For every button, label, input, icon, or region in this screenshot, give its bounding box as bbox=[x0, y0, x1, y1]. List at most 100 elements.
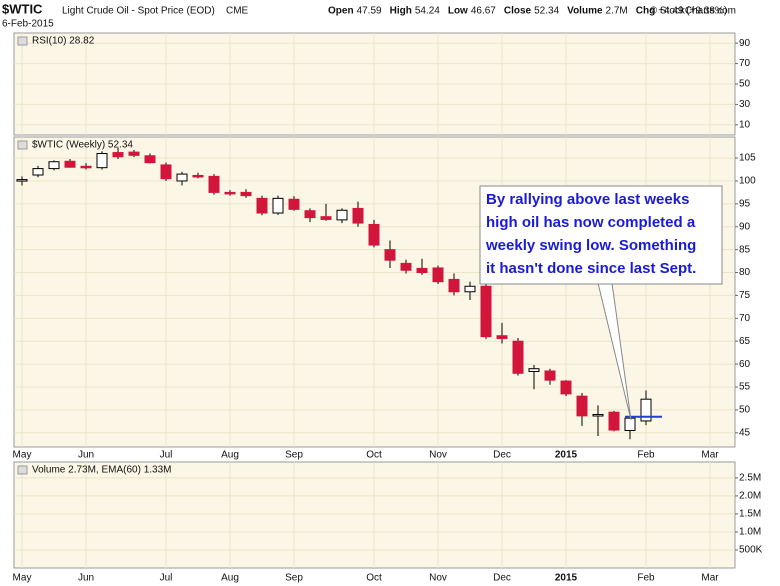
candle-body bbox=[336, 209, 348, 221]
y-tick-label: 2.5M bbox=[739, 473, 761, 484]
x-tick-label: May bbox=[13, 573, 32, 584]
y-tick-label: 500K bbox=[739, 545, 763, 556]
candle-body bbox=[224, 191, 236, 195]
x-tick-label: Mar bbox=[701, 573, 719, 584]
candle-body bbox=[448, 278, 460, 293]
candle-body bbox=[576, 395, 588, 417]
candle-body bbox=[288, 198, 300, 210]
candle-body bbox=[144, 155, 156, 164]
x-tick-label: Sep bbox=[285, 573, 303, 584]
y-tick-label: 105 bbox=[739, 153, 756, 164]
candle-body bbox=[48, 161, 60, 170]
y-tick-label: 10 bbox=[739, 119, 751, 130]
y-tick-label: 65 bbox=[739, 336, 751, 347]
candle-body bbox=[64, 160, 76, 168]
candle-body bbox=[560, 380, 572, 395]
x-tick-label: Dec bbox=[493, 450, 511, 461]
quote-value: +4.49 (+9.38%) bbox=[658, 6, 727, 17]
callout-box bbox=[479, 185, 723, 285]
description: Light Crude Oil - Spot Price (EOD) bbox=[62, 6, 215, 17]
y-tick-label: 85 bbox=[739, 244, 751, 255]
callout-line: weekly swing low. Something bbox=[485, 237, 696, 254]
y-tick-label: 55 bbox=[739, 382, 751, 393]
y-tick-label: 100 bbox=[739, 176, 756, 187]
candle-body bbox=[192, 174, 204, 178]
candle-body bbox=[272, 197, 284, 214]
candle-body bbox=[608, 411, 620, 431]
x-tick-label: Jun bbox=[78, 573, 94, 584]
quote-label: Close bbox=[504, 6, 532, 17]
quote-label: Open bbox=[328, 6, 354, 17]
candle-body bbox=[432, 267, 444, 283]
x-tick-label: 2015 bbox=[555, 573, 578, 584]
candle-body bbox=[464, 285, 476, 293]
candle-body bbox=[160, 164, 172, 180]
quote-value: 54.24 bbox=[415, 6, 440, 17]
candle-body bbox=[80, 165, 92, 169]
candle-body bbox=[480, 285, 492, 338]
y-tick-label: 1.0M bbox=[739, 527, 761, 538]
candle-body bbox=[320, 216, 332, 220]
quote-value: 46.67 bbox=[471, 6, 496, 17]
x-tick-label: Mar bbox=[701, 450, 719, 461]
candle-body bbox=[32, 168, 44, 176]
y-tick-label: 2.0M bbox=[739, 491, 761, 502]
quote-label: Low bbox=[448, 6, 468, 17]
candle-body bbox=[352, 207, 364, 224]
exchange: CME bbox=[226, 6, 249, 17]
y-tick-label: 30 bbox=[739, 99, 751, 110]
candle-body bbox=[400, 262, 412, 271]
candle-body bbox=[544, 370, 556, 381]
x-tick-label: May bbox=[13, 450, 32, 461]
candle-body bbox=[496, 335, 508, 339]
callout-line: it hasn't done since last Sept. bbox=[486, 260, 696, 277]
candle-body bbox=[240, 191, 252, 197]
x-tick-label: Jul bbox=[160, 450, 173, 461]
x-tick-label: Sep bbox=[285, 450, 303, 461]
y-tick-label: 90 bbox=[739, 38, 751, 49]
y-tick-label: 70 bbox=[739, 58, 751, 69]
candle-body bbox=[368, 223, 380, 246]
quote-label: Volume bbox=[567, 6, 603, 17]
callout-line: By rallying above last weeks bbox=[486, 191, 689, 208]
y-tick-label: 50 bbox=[739, 405, 751, 416]
quote-value: 2.7M bbox=[606, 6, 628, 17]
y-tick-label: 95 bbox=[739, 198, 751, 209]
x-tick-label: Feb bbox=[637, 450, 655, 461]
x-tick-label: Aug bbox=[221, 573, 239, 584]
y-tick-label: 1.5M bbox=[739, 509, 761, 520]
y-tick-label: 50 bbox=[739, 79, 751, 90]
candle-body bbox=[592, 413, 604, 417]
x-tick-label: Oct bbox=[366, 573, 382, 584]
y-tick-label: 80 bbox=[739, 267, 751, 278]
symbol: $WTIC bbox=[2, 1, 43, 16]
candle-body bbox=[208, 175, 220, 193]
candle-body bbox=[512, 340, 524, 374]
candle-body bbox=[176, 173, 188, 182]
quote-value: 52.34 bbox=[534, 6, 559, 17]
quote-label: Chg bbox=[636, 6, 655, 17]
x-tick-label: Dec bbox=[493, 573, 511, 584]
panel-icon bbox=[17, 465, 28, 475]
y-tick-label: 90 bbox=[739, 221, 751, 232]
candle-body bbox=[96, 152, 108, 169]
panel-icon bbox=[17, 36, 28, 46]
quote-value: 47.59 bbox=[357, 6, 382, 17]
quote-label: High bbox=[390, 6, 412, 17]
candle-body bbox=[528, 368, 540, 372]
candle-body bbox=[416, 267, 428, 274]
x-tick-label: Oct bbox=[366, 450, 382, 461]
x-tick-label: Nov bbox=[429, 450, 447, 461]
x-tick-label: Feb bbox=[637, 573, 655, 584]
x-tick-label: 2015 bbox=[555, 450, 578, 461]
x-tick-label: Aug bbox=[221, 450, 239, 461]
candle-body bbox=[16, 179, 28, 182]
x-tick-label: Nov bbox=[429, 573, 447, 584]
candle-body bbox=[304, 210, 316, 219]
candle-body bbox=[128, 151, 140, 156]
x-tick-label: Jun bbox=[78, 450, 94, 461]
panel-title: $WTIC (Weekly) 52.34 bbox=[32, 140, 133, 151]
y-tick-label: 75 bbox=[739, 290, 751, 301]
copyright: © StockCharts.com bbox=[650, 6, 736, 17]
